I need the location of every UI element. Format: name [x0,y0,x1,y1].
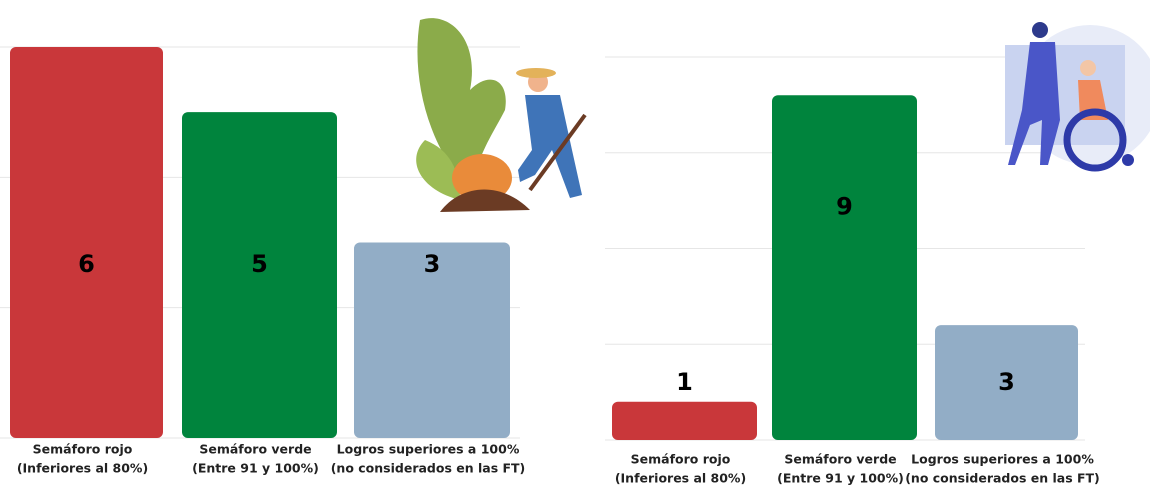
category-label: Semáforo rojo [33,442,133,457]
category-label: Logros superiores a 100% [911,452,1094,467]
value-label: 3 [998,368,1015,396]
bar [612,401,757,440]
category-label: Semáforo rojo [631,452,731,467]
bar [10,47,163,438]
category-label: (Entre 91 y 100%) [777,471,904,485]
category-label: (no considerados en las FT) [331,461,526,476]
bar [772,95,917,441]
value-label: 3 [424,250,441,278]
category-label: (Inferiores al 80%) [17,461,148,476]
value-label: 9 [836,192,853,220]
bar-chart: 6 Semáforo rojo (Inferiores al 80%) 5 Semáfo… [0,46,526,476]
farmer-illustration [416,18,587,212]
value-label: 5 [251,250,268,278]
bar [354,242,510,438]
bar [935,325,1078,440]
category-label: Semáforo verde [784,452,896,467]
category-label: (Entre 91 y 100%) [192,461,319,476]
category-label: Semáforo verde [199,442,311,457]
bar-chart: 1 Semáforo rojo (Inferiores al 80%) 9 Semáfo… [605,56,1100,485]
care-illustration [1005,22,1150,172]
value-label: 1 [676,368,693,396]
category-label: (Inferiores al 80%) [615,471,746,485]
category-label: Logros superiores a 100% [337,442,520,457]
value-label: 6 [78,250,95,278]
category-label: (no considerados en las FT) [905,471,1100,485]
bar [182,112,337,439]
